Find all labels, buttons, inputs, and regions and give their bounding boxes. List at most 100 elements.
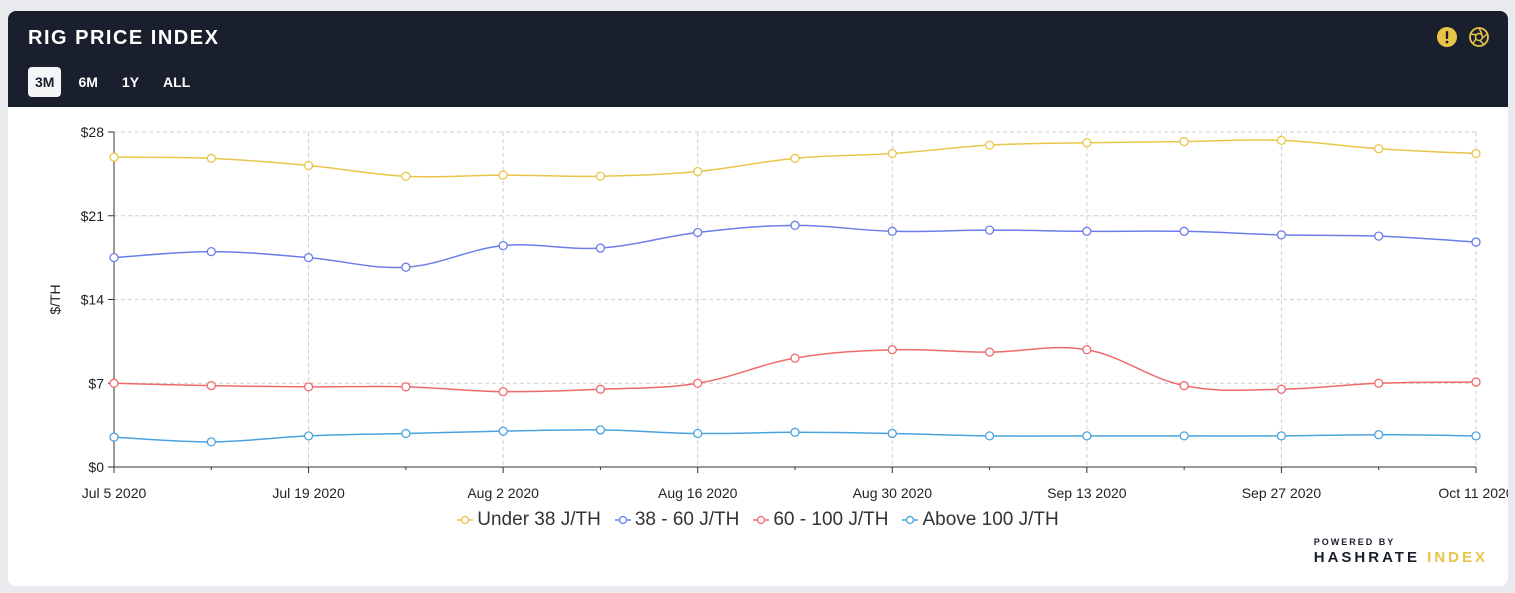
data-point[interactable] — [109, 432, 119, 442]
data-point[interactable] — [595, 243, 606, 253]
legend-marker-icon — [614, 515, 631, 525]
data-point[interactable] — [1179, 226, 1189, 236]
legend-item[interactable]: 60 - 100 J/TH — [753, 509, 888, 531]
data-point[interactable] — [693, 166, 703, 177]
data-point[interactable] — [1276, 135, 1287, 146]
data-point[interactable] — [498, 241, 508, 251]
data-point[interactable] — [1179, 380, 1189, 391]
y-tick-label: $7 — [88, 375, 104, 391]
data-point[interactable] — [1179, 431, 1189, 441]
powered-by-text: POWERED BY — [1313, 537, 1396, 547]
header-icons — [1436, 26, 1490, 48]
y-tick-label: $21 — [81, 208, 105, 224]
data-point[interactable] — [1471, 237, 1481, 247]
data-point[interactable] — [206, 246, 216, 257]
data-point[interactable] — [1471, 377, 1481, 387]
data-point[interactable] — [887, 428, 897, 439]
data-point[interactable] — [595, 171, 606, 181]
data-point[interactable] — [498, 426, 508, 436]
data-point[interactable] — [109, 378, 119, 388]
brand-name: HASHRATE INDEX — [1314, 549, 1488, 566]
axes: $0 $7 $14 $21 $28 Jul 5 2020 Jul 19 2020 Aug 2 … — [81, 124, 1508, 501]
range-tabs: 3M 6M 1Y ALL — [28, 67, 197, 97]
x-tick-label: Oct 11 2020 — [1438, 485, 1508, 501]
data-point[interactable] — [303, 160, 314, 171]
data-point[interactable] — [1471, 431, 1481, 441]
data-point[interactable] — [595, 384, 606, 394]
data-point[interactable] — [887, 148, 897, 159]
data-point[interactable] — [1276, 230, 1287, 240]
data-point[interactable] — [1276, 384, 1287, 394]
data-point[interactable] — [1082, 138, 1092, 148]
tab-1y[interactable]: 1Y — [121, 74, 140, 90]
legend-item[interactable]: Under 38 J/TH — [457, 509, 601, 531]
data-point[interactable] — [401, 382, 411, 392]
data-point[interactable] — [206, 437, 216, 447]
data-point[interactable] — [1276, 431, 1287, 441]
x-tick-label: Sep 13 2020 — [1047, 485, 1127, 501]
data-point[interactable] — [303, 431, 314, 441]
x-tick-label: Jul 19 2020 — [272, 485, 345, 501]
data-point[interactable] — [887, 345, 897, 355]
brand-part1: HASHRATE — [1313, 549, 1420, 566]
legend-label: Under 38 J/TH — [477, 509, 601, 530]
data-point[interactable] — [1179, 136, 1189, 147]
data-point[interactable] — [1374, 144, 1384, 154]
series-line — [113, 224, 1477, 269]
data-point[interactable] — [1374, 231, 1384, 241]
alert-icon[interactable] — [1436, 26, 1458, 48]
legend-item[interactable]: 38 - 60 J/TH — [614, 509, 740, 531]
data-point[interactable] — [1082, 345, 1092, 355]
rig-price-card: RIG PRICE INDEX 3M 6M 1Y ALL — [8, 11, 1508, 586]
tab-6m[interactable]: 6M — [78, 74, 98, 90]
data-point[interactable] — [498, 170, 508, 180]
data-point[interactable] — [790, 220, 800, 230]
data-point[interactable] — [1374, 378, 1384, 388]
powered-by-logo: POWERED BY HASHRATE INDEX — [1314, 537, 1488, 566]
legend-label: 38 - 60 J/TH — [634, 509, 740, 530]
data-point[interactable] — [693, 227, 703, 238]
tab-all[interactable]: ALL — [163, 74, 191, 90]
data-point[interactable] — [401, 428, 411, 439]
data-point[interactable] — [1082, 431, 1092, 441]
x-tick-label: Aug 30 2020 — [853, 485, 933, 501]
data-point[interactable] — [303, 252, 314, 263]
data-point[interactable] — [303, 382, 314, 392]
data-point[interactable] — [1471, 148, 1481, 159]
tab-3m[interactable]: 3M — [28, 67, 62, 97]
y-tick-label: $0 — [88, 459, 104, 475]
x-tick-label: Jul 5 2020 — [82, 485, 147, 501]
data-point[interactable] — [595, 425, 606, 435]
aperture-icon[interactable] — [1468, 26, 1490, 48]
data-point[interactable] — [401, 262, 411, 272]
data-point[interactable] — [693, 378, 703, 388]
data-point[interactable] — [790, 353, 800, 363]
legend-item[interactable]: Above 100 J/TH — [902, 509, 1059, 531]
grid — [113, 131, 1477, 467]
data-point[interactable] — [206, 153, 216, 163]
data-point[interactable] — [1082, 226, 1092, 236]
card-header: RIG PRICE INDEX 3M 6M 1Y ALL — [8, 11, 1508, 107]
legend-marker-icon — [902, 515, 919, 525]
data-point[interactable] — [887, 226, 897, 236]
data-point[interactable] — [790, 153, 800, 163]
data-point[interactable] — [693, 428, 703, 439]
legend-marker-icon — [457, 515, 474, 525]
data-point[interactable] — [984, 347, 995, 357]
data-point[interactable] — [790, 427, 800, 437]
data-point[interactable] — [1374, 430, 1384, 440]
y-axis-label: $/TH — [47, 284, 63, 314]
data-point[interactable] — [984, 140, 995, 150]
y-tick-label: $14 — [81, 292, 105, 308]
x-tick-label: Aug 2 2020 — [467, 485, 539, 501]
series-group — [109, 135, 1481, 447]
data-point[interactable] — [109, 252, 119, 263]
data-point[interactable] — [401, 171, 411, 181]
line-chart: $0 $7 $14 $21 $28 Jul 5 2020 Jul 19 2020 Aug 2 … — [47, 124, 1508, 501]
data-point[interactable] — [498, 386, 508, 397]
data-point[interactable] — [109, 152, 119, 162]
data-point[interactable] — [984, 431, 995, 441]
data-point[interactable] — [206, 380, 216, 391]
data-point[interactable] — [984, 225, 995, 235]
x-tick-label: Aug 16 2020 — [658, 485, 738, 501]
